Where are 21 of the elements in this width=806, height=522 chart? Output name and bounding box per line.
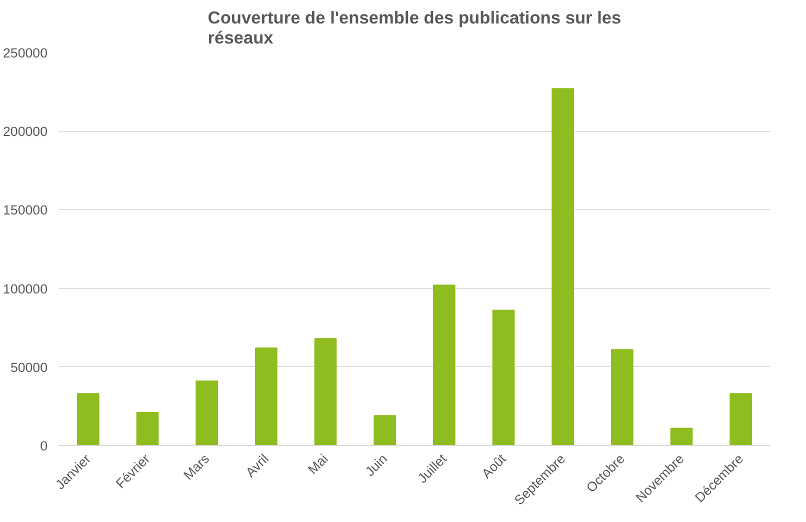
y-tick-label: 0 <box>40 438 48 454</box>
bar <box>432 284 456 446</box>
y-tick-label: 150000 <box>3 202 48 218</box>
bar <box>374 415 396 446</box>
y-tick-label: 250000 <box>3 46 48 60</box>
bar <box>610 349 634 446</box>
x-tick-label: Mai <box>305 451 331 477</box>
x-tick-label: Juin <box>362 451 390 480</box>
bar <box>254 348 278 446</box>
bar <box>492 310 515 446</box>
y-tick-label: 200000 <box>3 124 48 140</box>
chart-title: Couverture de l'ensemble des publications sur les réseaux <box>208 8 622 48</box>
bar <box>136 412 159 446</box>
bar <box>196 380 218 446</box>
bar <box>76 393 100 446</box>
y-tick-label: 100000 <box>3 281 48 296</box>
bar <box>552 88 574 446</box>
bar <box>670 428 693 446</box>
bar <box>730 393 752 446</box>
bar <box>314 338 337 446</box>
y-tick-label: 50000 <box>10 360 48 375</box>
